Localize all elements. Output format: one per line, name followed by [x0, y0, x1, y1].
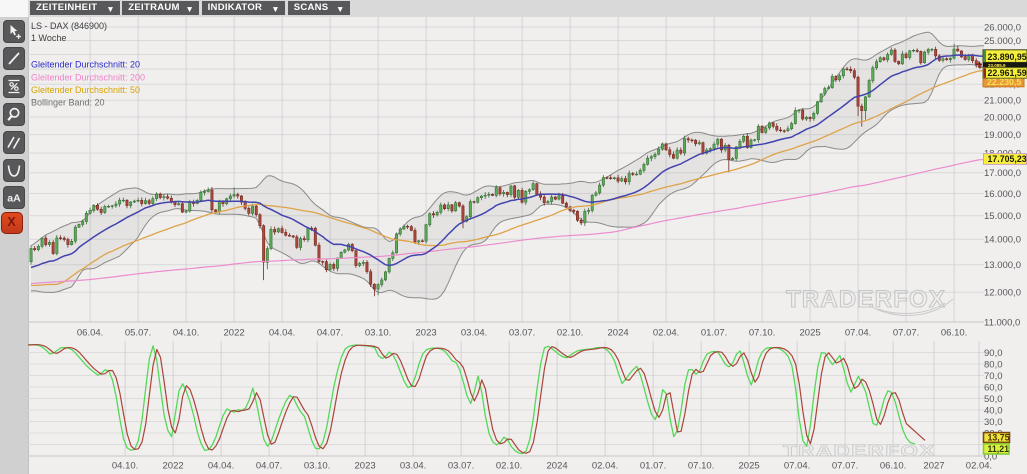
- svg-text:04.07.: 04.07.: [256, 461, 282, 472]
- svg-text:07.04.: 07.04.: [845, 328, 871, 339]
- svg-text:80,0: 80,0: [984, 359, 1003, 370]
- svg-text:22.961,59: 22.961,59: [988, 68, 1027, 78]
- svg-text:01.07.: 01.07.: [640, 461, 666, 472]
- svg-text:17.000,0: 17.000,0: [984, 168, 1021, 179]
- svg-text:2025: 2025: [800, 328, 821, 339]
- svg-text:2024: 2024: [547, 461, 568, 472]
- svg-text:2024: 2024: [608, 328, 629, 339]
- svg-text:04.04.: 04.04.: [269, 328, 295, 339]
- svg-text:07.07.: 07.07.: [832, 461, 858, 472]
- svg-text:06.10.: 06.10.: [941, 328, 967, 339]
- svg-text:02.10.: 02.10.: [496, 461, 522, 472]
- svg-text:2025: 2025: [739, 461, 760, 472]
- svg-text:50,0: 50,0: [984, 394, 1003, 405]
- svg-text:TRADERFOX: TRADERFOX: [783, 443, 936, 460]
- svg-text:21.000,0: 21.000,0: [984, 96, 1021, 107]
- svg-text:07.10.: 07.10.: [749, 328, 775, 339]
- svg-text:11,21: 11,21: [988, 444, 1010, 454]
- svg-text:04.10.: 04.10.: [112, 461, 138, 472]
- svg-text:19.000,0: 19.000,0: [984, 130, 1021, 141]
- svg-text:13,75: 13,75: [988, 433, 1010, 443]
- svg-text:23.085,9: 23.085,9: [988, 63, 1006, 68]
- svg-text:12.000,0: 12.000,0: [984, 288, 1021, 299]
- svg-text:02.10.: 02.10.: [557, 328, 583, 339]
- svg-text:07.10.: 07.10.: [688, 461, 714, 472]
- svg-text:07.07.: 07.07.: [893, 328, 919, 339]
- svg-text:13.000,0: 13.000,0: [984, 260, 1021, 271]
- svg-text:90,0: 90,0: [984, 348, 1003, 359]
- svg-text:Gleitender Durchschnitt: 20: Gleitender Durchschnitt: 20: [31, 60, 140, 70]
- svg-text:60,0: 60,0: [984, 382, 1003, 393]
- svg-text:03.07.: 03.07.: [509, 328, 535, 339]
- svg-text:03.04.: 03.04.: [461, 328, 487, 339]
- svg-text:20.000,0: 20.000,0: [984, 112, 1021, 123]
- svg-text:26.000,0: 26.000,0: [984, 22, 1021, 33]
- svg-text:Gleitender Durchschnitt: 50: Gleitender Durchschnitt: 50: [31, 85, 140, 95]
- svg-text:30,0: 30,0: [984, 417, 1003, 428]
- svg-text:02.04.: 02.04.: [966, 461, 992, 472]
- svg-text:2022: 2022: [163, 461, 184, 472]
- svg-text:2023: 2023: [416, 328, 437, 339]
- svg-text:15.000,0: 15.000,0: [984, 211, 1021, 222]
- svg-text:70,0: 70,0: [984, 371, 1003, 382]
- svg-text:2023: 2023: [355, 461, 376, 472]
- svg-text:TRADERFOX: TRADERFOX: [786, 286, 946, 313]
- svg-text:1 Woche: 1 Woche: [31, 33, 66, 43]
- svg-text:aA: aA: [7, 193, 21, 205]
- svg-text:03.07.: 03.07.: [448, 461, 474, 472]
- svg-text:03.10.: 03.10.: [304, 461, 330, 472]
- svg-text:03.04.: 03.04.: [400, 461, 426, 472]
- svg-text:25.000,0: 25.000,0: [984, 36, 1021, 47]
- svg-text:11.000,0: 11.000,0: [984, 317, 1020, 328]
- svg-text:LS - DAX (846900): LS - DAX (846900): [31, 21, 107, 31]
- svg-text:02.04.: 02.04.: [653, 328, 679, 339]
- svg-text:02.04.: 02.04.: [592, 461, 618, 472]
- svg-text:22.230,5: 22.230,5: [987, 77, 1021, 87]
- svg-text:17.705,23: 17.705,23: [988, 154, 1027, 164]
- svg-text:06.04.: 06.04.: [77, 328, 103, 339]
- svg-text:0,0: 0,0: [984, 451, 997, 462]
- svg-text:01.07.: 01.07.: [701, 328, 727, 339]
- svg-text:04.07.: 04.07.: [317, 328, 343, 339]
- svg-text:Bollinger Band: 20: Bollinger Band: 20: [31, 98, 105, 108]
- svg-text:2022: 2022: [224, 328, 245, 339]
- svg-text:07.04.: 07.04.: [784, 461, 810, 472]
- svg-text:16.000,0: 16.000,0: [984, 189, 1021, 200]
- svg-text:2027: 2027: [923, 461, 944, 472]
- svg-text:03.10.: 03.10.: [365, 328, 391, 339]
- svg-text:14.000,0: 14.000,0: [984, 235, 1021, 246]
- svg-text:04.04.: 04.04.: [208, 461, 234, 472]
- svg-text:Gleitender Durchschnitt: 200: Gleitender Durchschnitt: 200: [31, 72, 145, 82]
- svg-text:23.890,95: 23.890,95: [988, 52, 1027, 62]
- svg-text:06.10.: 06.10.: [880, 461, 906, 472]
- svg-text:05.07.: 05.07.: [125, 328, 151, 339]
- svg-text:40,0: 40,0: [984, 405, 1003, 416]
- svg-text:04.10.: 04.10.: [173, 328, 199, 339]
